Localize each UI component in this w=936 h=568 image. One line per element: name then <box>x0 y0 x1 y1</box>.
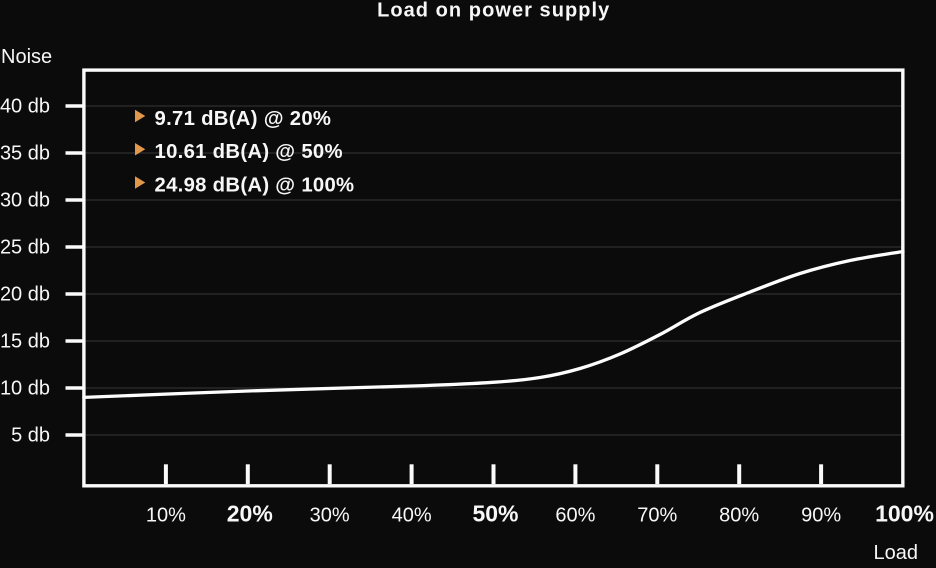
svg-text:10%: 10% <box>146 505 186 527</box>
svg-text:30%: 30% <box>310 505 350 527</box>
svg-text:9.71 dB(A) @ 20%: 9.71 dB(A) @ 20% <box>155 108 332 130</box>
svg-text:50%: 50% <box>472 501 518 527</box>
svg-text:40%: 40% <box>392 505 432 527</box>
svg-text:80%: 80% <box>719 505 759 527</box>
svg-text:100%: 100% <box>875 501 934 527</box>
svg-text:Noise: Noise <box>1 46 52 68</box>
svg-text:Load: Load <box>874 542 919 564</box>
svg-text:70%: 70% <box>637 505 677 527</box>
svg-text:20%: 20% <box>227 501 273 527</box>
svg-text:25 db: 25 db <box>0 237 50 259</box>
svg-text:10 db: 10 db <box>0 378 50 400</box>
svg-text:40 db: 40 db <box>0 96 50 118</box>
svg-text:Load on power supply: Load on power supply <box>377 0 610 22</box>
svg-text:24.98 dB(A) @ 100%: 24.98 dB(A) @ 100% <box>155 174 355 196</box>
svg-text:10.61 dB(A) @ 50%: 10.61 dB(A) @ 50% <box>155 141 343 163</box>
svg-text:5 db: 5 db <box>11 425 50 447</box>
svg-text:60%: 60% <box>555 505 595 527</box>
svg-text:20 db: 20 db <box>0 284 50 306</box>
svg-text:30 db: 30 db <box>0 190 50 212</box>
svg-text:90%: 90% <box>801 505 841 527</box>
svg-text:15 db: 15 db <box>0 331 50 353</box>
svg-text:35 db: 35 db <box>0 143 50 165</box>
